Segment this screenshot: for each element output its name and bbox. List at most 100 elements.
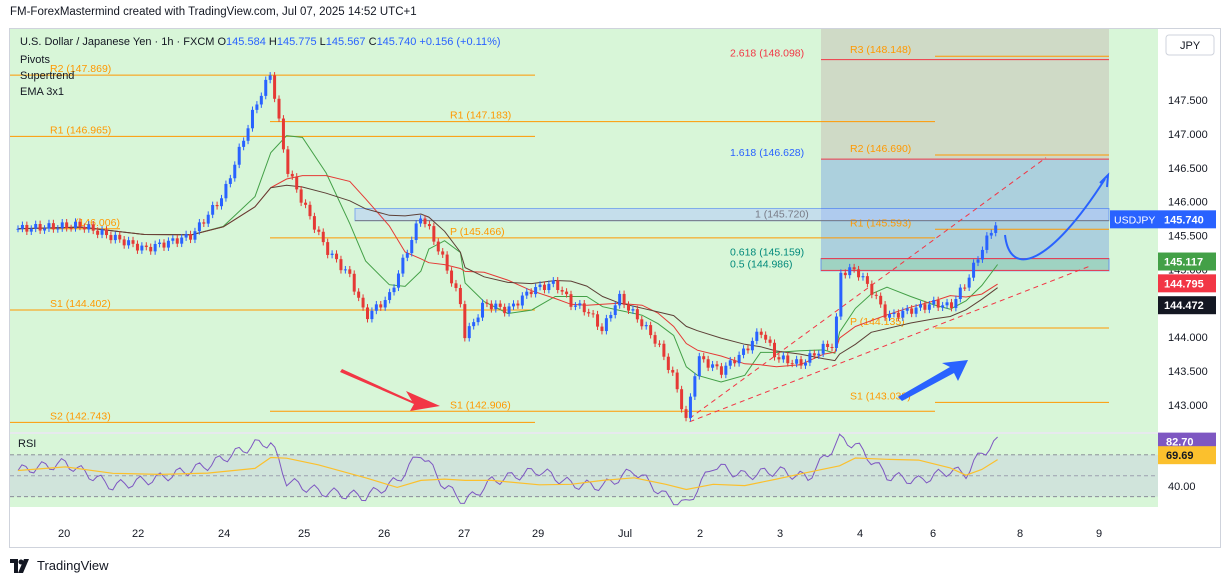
candle-body [312,216,316,230]
candle-body [246,128,250,141]
candle-body [719,366,723,375]
chart-title: U.S. Dollar / Japanese Yen · 1h · FXCM O… [20,36,501,48]
pivot-label: P (145.466) [450,226,505,238]
candle-body [277,98,281,119]
candle-body [118,234,122,240]
candle-body [865,276,869,284]
candle-body [43,228,47,231]
candle-body [197,222,201,232]
candle-body [773,342,777,358]
candle-body [680,389,684,410]
x-axis-tick: 25 [298,528,310,540]
candle-body [56,228,60,230]
candle-body [441,251,445,255]
y-axis-tick: 143.000 [1168,400,1208,412]
candle-body [281,118,285,150]
candle-body [450,270,454,284]
candle-body [166,240,170,248]
candle-body [954,299,958,308]
candle-body [587,312,591,314]
candle-body [144,245,148,247]
chart-svg[interactable]: R2 (147.869) R1 (146.965) R1 (147.183) P (1… [10,29,1220,547]
candle-body [299,189,303,203]
candle-body [949,302,953,308]
candle-body [317,229,321,232]
ohlc-part: L [320,36,326,48]
y-axis-tick: 145.500 [1168,231,1208,243]
candle-body [335,253,339,260]
candle-body [560,290,564,292]
candle-body [529,291,533,295]
candle-body [702,356,706,360]
candle-body [206,214,210,224]
candle-body [109,235,113,241]
candle-body [135,243,139,251]
fib-label: 1.618 (146.628) [730,147,804,159]
candle-body [485,302,489,304]
candle-body [901,310,905,318]
candle-body [976,259,980,263]
candle-body [20,224,24,229]
x-axis-tick: 24 [218,528,230,540]
candle-body [870,283,874,295]
ohlc-part: 145.584 [226,36,269,48]
candle-body [569,294,573,307]
candle-body [516,303,520,306]
candle-body [175,238,179,244]
rsi-ma-tag [1158,446,1216,465]
candle-body [511,303,515,307]
candle-body [534,287,538,295]
candle-body [817,353,821,356]
candle-body [994,225,998,233]
rsi-value: 82.70 [1166,437,1194,449]
candle-body [149,246,153,252]
candle-body [436,241,440,252]
fib-label: 0.5 (144.986) [730,258,792,270]
candle-body [684,409,688,418]
pivot-label: S1 (143.038) [850,390,911,402]
candle-body [883,304,887,318]
candle-body [16,228,20,230]
candle-body [405,253,409,258]
candle-body [481,302,485,318]
candle-body [78,221,82,227]
candle-body [896,312,900,318]
candle-body [556,280,560,291]
fib-label: 0.618 (145.159) [730,247,804,259]
candle-body [65,222,69,229]
candle-body [777,357,781,360]
candle-body [286,149,290,174]
pivot-label: R3 (148.148) [850,44,911,56]
pivot-label: S2 (142.743) [50,410,111,422]
candle-body [839,272,843,317]
candle-body [308,204,312,217]
pivot-label: S1 (144.402) [50,298,111,310]
bearish-arrow-icon [340,369,440,411]
candle-body [600,326,604,332]
candle-body [746,348,750,351]
candle-body [100,229,104,235]
candle-body [657,343,661,345]
candle-body [233,164,237,179]
chart-frame[interactable]: R2 (147.869) R1 (146.965) R1 (147.183) P (1… [9,28,1221,548]
candle-body [520,295,524,306]
bullish-arrow-icon [898,360,968,401]
candle-body [153,243,157,252]
candle-body [122,239,126,246]
ema-mid-line [17,175,998,368]
candle-body [38,224,42,231]
candle-body [671,369,675,373]
y-axis-tick: 146.500 [1168,163,1208,175]
candle-body [888,314,892,318]
candle-body [963,287,967,289]
ohlc-part: H [269,36,277,48]
candle-body [742,348,746,355]
candle-body [733,360,737,364]
candle-body [724,365,728,375]
candle-body [843,272,847,276]
candle-body [184,234,188,238]
candle-body [759,331,763,335]
candle-body [432,226,436,242]
candle-body [392,287,396,293]
ema-fast-line [17,135,998,383]
